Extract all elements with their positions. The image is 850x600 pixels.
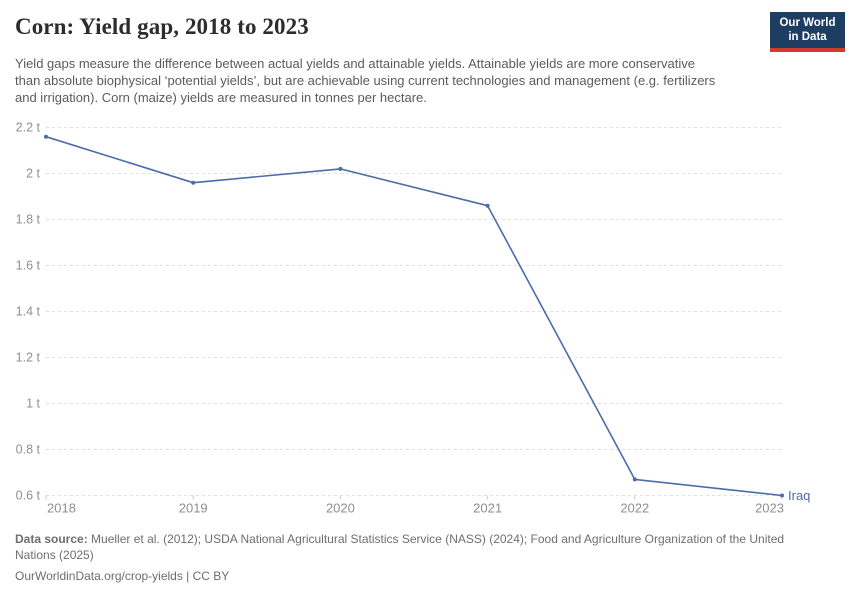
license-note[interactable]: OurWorldinData.org/crop-yields | CC BY xyxy=(15,569,230,583)
data-line-iraq[interactable] xyxy=(45,135,783,497)
y-axis-tick-label: 0.6 t xyxy=(16,489,41,503)
y-axis-tick-label: 2.2 t xyxy=(16,121,41,135)
yield-gap-line-chart[interactable]: 0.6 t 0.8 t 1 t 1.2 t 1.4 t 1.6 t 1.8 t 2 t 2.2 … xyxy=(0,110,850,528)
y-axis-tick-label: 0.8 t xyxy=(16,443,41,457)
data-point[interactable] xyxy=(780,493,784,498)
data-source-note: Data source: Mueller et al. (2012); USDA… xyxy=(15,531,801,563)
y-axis-tick-label: 1.2 t xyxy=(16,351,41,365)
data-source-label: Data source: xyxy=(15,532,88,546)
data-point[interactable] xyxy=(485,203,490,208)
data-point[interactable] xyxy=(191,180,196,185)
x-axis-tick-label: 2022 xyxy=(620,501,649,516)
data-point[interactable] xyxy=(632,477,637,482)
x-axis-tick-label: 2023 xyxy=(755,501,784,516)
logo-text-line1: Our World xyxy=(779,17,836,29)
x-axis-tick-label: 2020 xyxy=(326,501,355,516)
chart-subtitle: Yield gaps measure the difference betwee… xyxy=(15,56,716,105)
chart-title: Corn: Yield gap, 2018 to 2023 xyxy=(15,14,309,39)
owid-logo[interactable]: Our World in Data xyxy=(770,12,845,52)
y-axis-tick-label: 2 t xyxy=(26,167,40,181)
x-axis-tick-label: 2021 xyxy=(473,501,502,516)
x-axis-tick-label: 2018 xyxy=(47,501,76,516)
data-point[interactable] xyxy=(338,166,343,171)
series-end-label[interactable]: Iraq xyxy=(788,488,810,503)
data-point[interactable] xyxy=(44,134,48,139)
y-axis-tick-label: 1.8 t xyxy=(16,213,41,227)
y-axis-tick-label: 1.4 t xyxy=(16,305,41,319)
y-axis-tick-label: 1.6 t xyxy=(16,259,41,273)
data-source-text: Mueller et al. (2012); USDA National Agr… xyxy=(15,532,785,562)
y-axis-tick-label: 1 t xyxy=(26,397,40,411)
logo-text-line2: in Data xyxy=(788,31,827,43)
x-axis-tick-label: 2019 xyxy=(179,501,208,516)
